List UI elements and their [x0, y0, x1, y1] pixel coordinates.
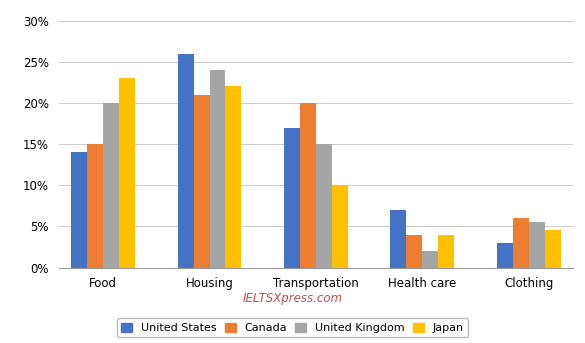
Bar: [497, 243, 512, 268]
Bar: [87, 144, 103, 268]
Bar: [529, 222, 545, 268]
Legend: United States, Canada, United Kingdom, Japan: United States, Canada, United Kingdom, J…: [117, 318, 468, 338]
Bar: [103, 103, 119, 268]
Bar: [512, 218, 529, 268]
Bar: [422, 251, 438, 268]
Bar: [407, 235, 422, 268]
Bar: [119, 78, 135, 268]
Bar: [316, 144, 332, 268]
Bar: [300, 103, 316, 268]
Bar: [545, 230, 560, 268]
Bar: [71, 152, 87, 268]
Bar: [178, 54, 194, 268]
Bar: [225, 86, 242, 268]
Text: IELTSXpress.com: IELTSXpress.com: [242, 292, 343, 305]
Bar: [438, 235, 454, 268]
Bar: [284, 128, 300, 268]
Bar: [194, 95, 209, 268]
Bar: [390, 210, 407, 268]
Bar: [209, 70, 225, 268]
Bar: [332, 185, 348, 268]
